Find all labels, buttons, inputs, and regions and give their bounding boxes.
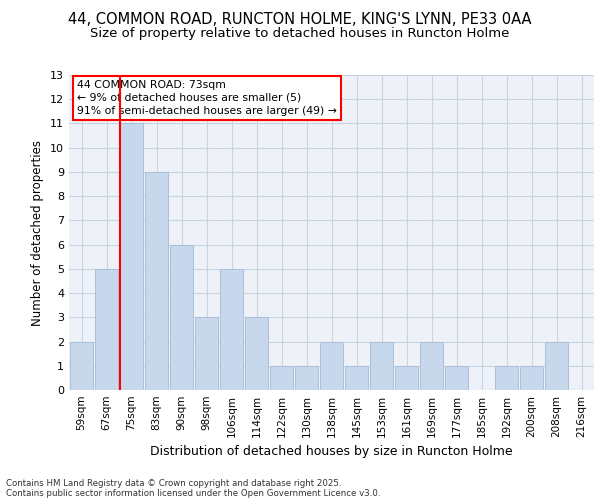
Bar <box>145 172 169 390</box>
Bar <box>269 366 293 390</box>
Bar <box>95 269 118 390</box>
Bar <box>494 366 518 390</box>
Text: 44 COMMON ROAD: 73sqm
← 9% of detached houses are smaller (5)
91% of semi-detach: 44 COMMON ROAD: 73sqm ← 9% of detached h… <box>77 80 337 116</box>
Bar <box>70 342 94 390</box>
Bar <box>320 342 343 390</box>
Bar <box>545 342 568 390</box>
Bar <box>220 269 244 390</box>
Bar <box>419 342 443 390</box>
X-axis label: Distribution of detached houses by size in Runcton Holme: Distribution of detached houses by size … <box>150 446 513 458</box>
Bar <box>170 244 193 390</box>
Text: 44, COMMON ROAD, RUNCTON HOLME, KING'S LYNN, PE33 0AA: 44, COMMON ROAD, RUNCTON HOLME, KING'S L… <box>68 12 532 28</box>
Text: Size of property relative to detached houses in Runcton Holme: Size of property relative to detached ho… <box>91 28 509 40</box>
Text: Contains HM Land Registry data © Crown copyright and database right 2025.: Contains HM Land Registry data © Crown c… <box>6 478 341 488</box>
Text: Contains public sector information licensed under the Open Government Licence v3: Contains public sector information licen… <box>6 488 380 498</box>
Bar <box>245 318 268 390</box>
Bar <box>370 342 394 390</box>
Bar <box>194 318 218 390</box>
Bar <box>445 366 469 390</box>
Y-axis label: Number of detached properties: Number of detached properties <box>31 140 44 326</box>
Bar <box>520 366 544 390</box>
Bar <box>344 366 368 390</box>
Bar <box>295 366 319 390</box>
Bar <box>395 366 418 390</box>
Bar <box>119 124 143 390</box>
